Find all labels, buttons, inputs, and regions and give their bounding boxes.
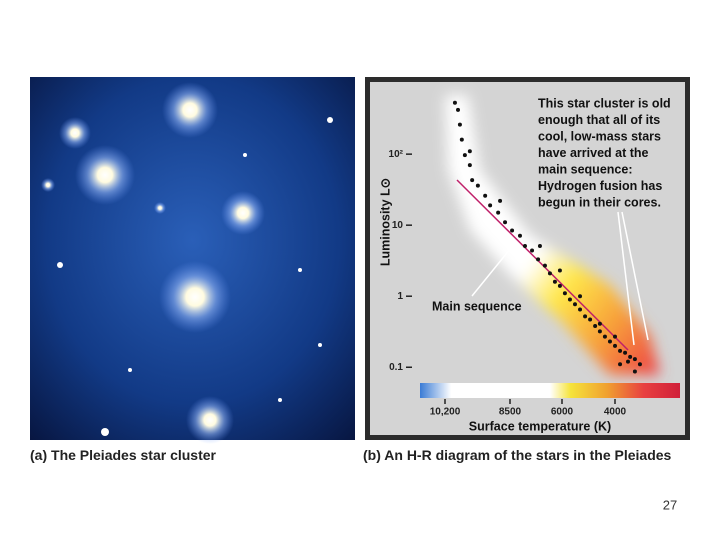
star-point [536,257,541,262]
y-tick-label: 10² [389,149,404,160]
star-point [557,283,562,288]
star-point [578,294,583,299]
star-point [503,220,508,225]
pointer [617,211,635,346]
star-point [578,307,583,312]
star-point [597,321,602,326]
star-point [588,317,593,322]
star-point [522,243,527,248]
star-point [623,350,628,355]
star-point [618,362,623,367]
star-point [475,183,480,188]
star-point [626,359,630,364]
star-point [496,210,501,215]
y-tick-label: 1 [397,291,403,302]
star-point [637,362,642,367]
star-point [632,357,637,362]
main-sequence-line [456,179,629,351]
star-point [483,193,488,198]
annotation-line: cool, low-mass stars [538,129,661,143]
star-point [456,107,460,112]
annotation-line: Hydrogen fusion has [538,179,662,193]
star-point [613,343,617,348]
annotation-line: enough that all of its [538,113,660,127]
star-point [583,314,588,319]
star-point [510,228,515,233]
caption-label: (b) [363,447,381,463]
glow-band [445,95,660,375]
annotation: This star cluster is old enough that all … [538,96,671,209]
star-point [557,268,562,273]
x-tick-label: 10,200 [430,407,461,418]
x-tick-label: 4000 [604,407,627,418]
annotation-line: This star cluster is old [538,96,671,110]
annotation-line: begun in their cores. [538,195,661,209]
star-point [567,297,572,302]
star-point [593,324,598,329]
star-point [452,100,457,105]
x-axis-label: Surface temperature (K) [469,419,611,433]
star-point [459,137,464,142]
caption-text: An H-R diagram of the stars in the Pleia… [384,447,671,463]
caption-label: (a) [30,447,47,463]
star-point [547,271,552,276]
star-point [467,163,472,168]
star-point [628,354,633,359]
y-tick-label: 10 [392,220,404,231]
star-point [470,178,475,183]
star-point [467,149,472,154]
page-number: 27 [663,497,677,512]
star-point [542,263,547,268]
pointer [621,211,649,341]
color-bar [420,383,680,398]
star-point [488,203,493,208]
star-point [517,233,522,238]
star-point [498,198,503,203]
y-tick-label: 0.1 [389,362,403,373]
pointer [471,242,516,297]
star-point [613,334,617,339]
annotation-line: have arrived at the [538,146,649,160]
star-point [607,339,612,344]
star-point [562,291,567,296]
x-tick-label: 6000 [551,407,574,418]
star-point [572,302,577,307]
pleiades-photo [30,77,355,444]
caption-text: The Pleiades star cluster [51,447,217,463]
y-axis-label: Luminosity L⊙ [378,178,392,266]
annotation-line: main sequence: [538,162,632,176]
star-point [632,369,637,374]
star-point [457,122,462,127]
annotation-line: Main sequence [432,299,522,313]
star-point [462,153,467,158]
star-point [552,279,557,284]
caption-a: (a) The Pleiades star cluster [30,447,217,463]
star-point [597,329,602,334]
star-point [530,248,535,253]
star-point [602,334,607,339]
annotation: Main sequence [432,299,522,313]
star-point [537,243,542,248]
x-tick-label: 8500 [499,407,522,418]
caption-b: (b) An H-R diagram of the stars in the P… [363,447,672,463]
star-point [618,348,623,353]
